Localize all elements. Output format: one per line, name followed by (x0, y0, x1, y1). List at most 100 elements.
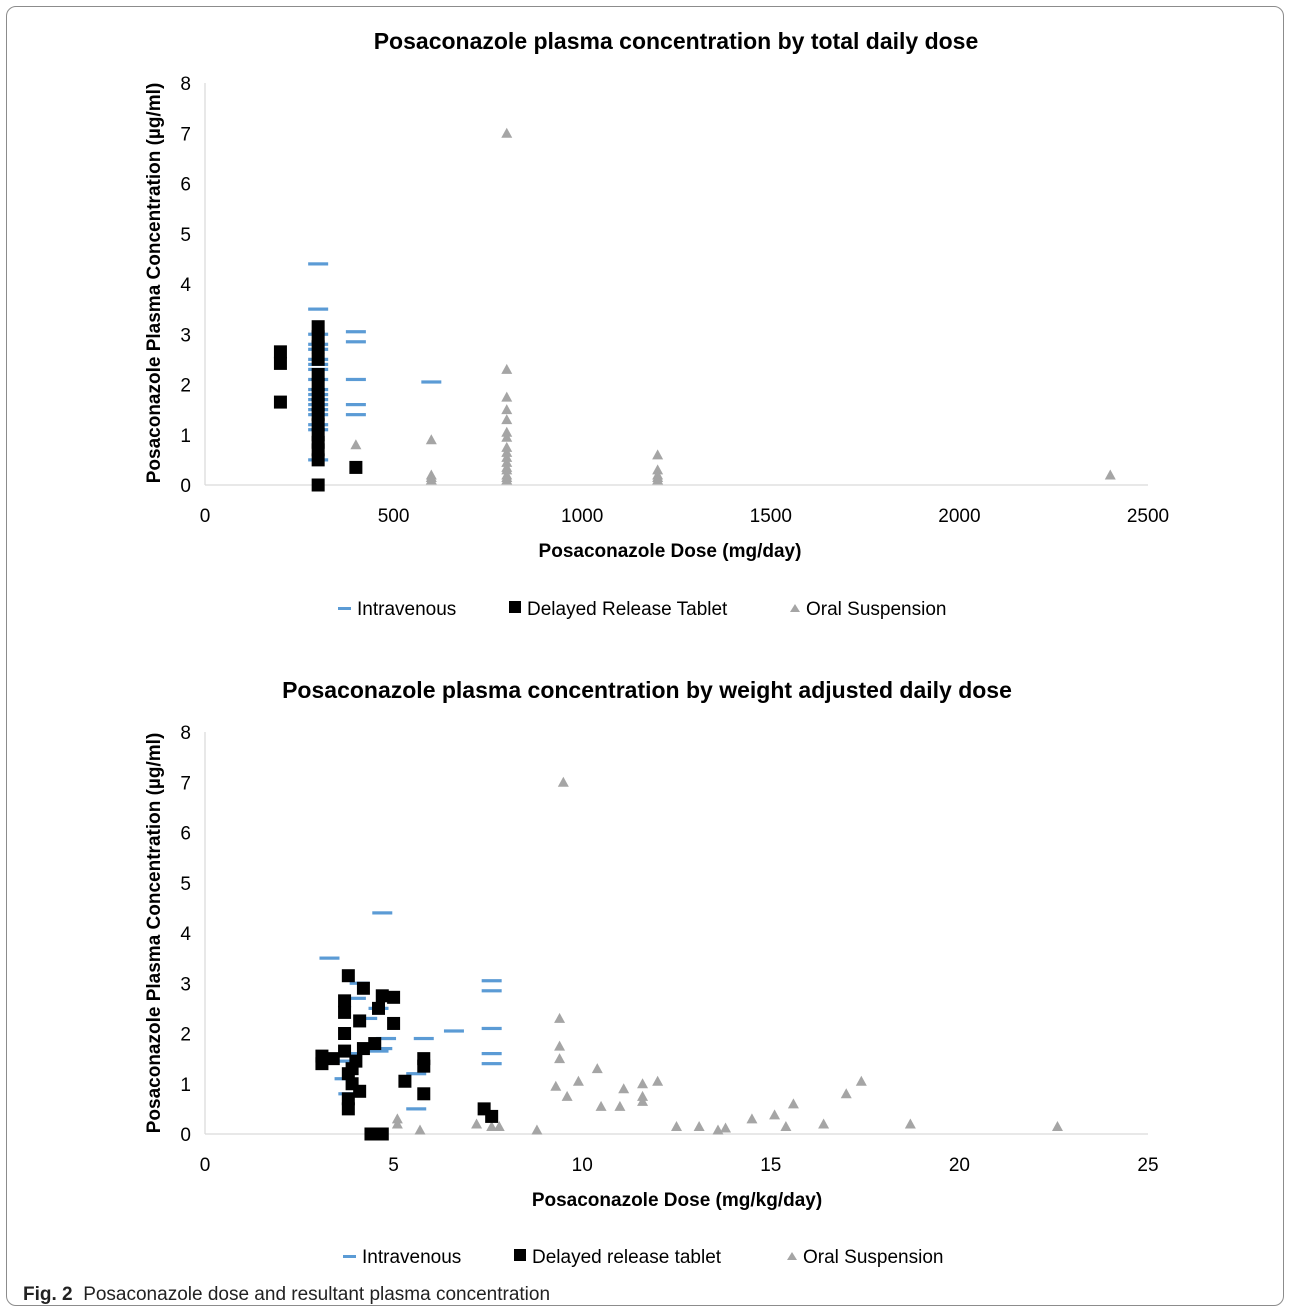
series-oral-suspension (391, 776, 1063, 1135)
legend-intravenous-label: Intravenous (362, 1247, 461, 1268)
intravenous-point (481, 1026, 502, 1031)
suspension-point (818, 1118, 830, 1129)
tablet-point (311, 418, 325, 432)
legend-intravenous-label: Intravenous (357, 599, 456, 620)
tablet-point (311, 352, 325, 366)
suspension-point (501, 441, 513, 452)
figure-frame (6, 6, 1284, 1306)
y-tick-label: 6 (180, 175, 191, 196)
intravenous-point (345, 330, 366, 334)
suspension-point (652, 1075, 664, 1086)
y-tick-label: 2 (180, 376, 191, 397)
chart-1-axes: 0 1 2 3 4 5 6 7 8 0 500 1000 1500 2000 2500 (180, 74, 1169, 527)
y-tick-label: 3 (180, 325, 191, 346)
suspension-point (572, 1075, 584, 1086)
suspension-point (746, 1113, 758, 1124)
chart-1-legend: Intravenous Delayed Release Tablet Oral … (338, 599, 946, 620)
suspension-point (501, 446, 513, 457)
suspension-point (501, 474, 513, 485)
tablet-point (417, 1087, 431, 1101)
tablet-point (338, 1044, 352, 1058)
tablet-point (353, 1014, 367, 1028)
intravenous-point (372, 911, 393, 915)
suspension-point (501, 404, 513, 415)
caption-text: Posaconazole dose and resultant plasma c… (83, 1284, 551, 1305)
tablet-point (311, 398, 325, 412)
y-tick-label: 5 (180, 225, 191, 246)
intravenous-point (308, 307, 329, 311)
suspension-point (637, 1095, 649, 1106)
chart-2-xlabel: Posaconazole Dose (mg/kg/day) (532, 1190, 822, 1211)
y-tick-label: 5 (180, 874, 191, 895)
intravenous-point (345, 340, 366, 344)
tablet-point (398, 1074, 412, 1088)
x-tick-label: 1000 (561, 506, 603, 527)
tablet-point (417, 1059, 431, 1073)
y-tick-label: 8 (180, 74, 191, 95)
series-intravenous (308, 262, 442, 462)
suspension-point (637, 1090, 649, 1101)
intravenous-point (308, 262, 329, 266)
tablet-point (349, 460, 363, 474)
x-tick-label: 5 (388, 1155, 399, 1176)
suspension-point (652, 474, 664, 485)
tablet-point (311, 320, 325, 334)
intravenous-point (413, 1036, 434, 1041)
x-tick-label: 0 (200, 1155, 211, 1176)
suspension-point (1104, 469, 1116, 480)
chart-2-ylabel: Posaconazole Plasma Concentration (µg/ml… (144, 733, 165, 1134)
chart-2-title: Posaconazole plasma concentration by wei… (282, 677, 1012, 703)
tablet-point (311, 408, 325, 422)
suspension-point (855, 1075, 867, 1086)
tablet-point (338, 1027, 352, 1040)
intravenous-point (345, 413, 366, 417)
suspension-point (501, 414, 513, 425)
figure-caption: Fig. 2 Posaconazole dose and resultant p… (23, 1284, 550, 1306)
tablet-point (356, 981, 370, 995)
chart-2-axes: 0 1 2 3 4 5 6 7 8 0 5 10 15 20 25 (180, 723, 1158, 1176)
y-tick-label: 7 (180, 773, 191, 794)
suspension-point (561, 1090, 573, 1101)
suspension-point (501, 363, 513, 374)
intravenous-point (421, 380, 442, 384)
y-tick-label: 3 (180, 974, 191, 995)
legend-intravenous-marker (343, 1255, 356, 1258)
tablet-point (356, 1042, 370, 1056)
suspension-point (550, 1080, 562, 1091)
suspension-point (501, 451, 513, 462)
y-tick-label: 0 (180, 1125, 191, 1146)
chart-1-title: Posaconazole plasma concentration by tot… (374, 28, 979, 54)
tablet-point (311, 367, 325, 381)
tablet-point (372, 1001, 386, 1015)
intravenous-point (357, 1016, 378, 1021)
suspension-point (554, 1012, 566, 1023)
legend-suspension-marker (790, 604, 800, 612)
suspension-point (904, 1118, 916, 1129)
x-tick-label: 10 (572, 1155, 593, 1176)
y-tick-label: 4 (180, 924, 191, 945)
series-delayed-release-tablet (273, 320, 363, 492)
intravenous-point (406, 1107, 427, 1111)
tablet-point (368, 1037, 382, 1051)
tablet-point (311, 443, 325, 457)
suspension-point (531, 1124, 543, 1135)
chart-2: Posaconazole plasma concentration by wei… (144, 677, 1159, 1268)
suspension-point (712, 1124, 724, 1135)
tablet-point (341, 1067, 355, 1081)
tablet-point (485, 1109, 499, 1123)
suspension-point (787, 1098, 799, 1109)
suspension-point (595, 1100, 607, 1111)
x-tick-label: 25 (1137, 1155, 1158, 1176)
x-tick-label: 0 (200, 506, 211, 527)
tablet-point (387, 1016, 401, 1030)
tablet-point (375, 1127, 389, 1141)
tablet-point (326, 1052, 340, 1066)
suspension-point (671, 1120, 682, 1131)
suspension-point (471, 1118, 483, 1129)
tablet-point (315, 1057, 329, 1071)
intravenous-point (481, 1052, 502, 1056)
tablet-point (341, 1092, 355, 1106)
suspension-point (720, 1122, 732, 1133)
tablet-point (273, 395, 287, 409)
